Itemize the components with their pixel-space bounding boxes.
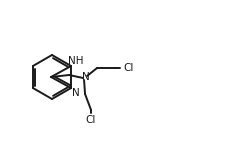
Text: Cl: Cl: [86, 115, 96, 125]
Text: N: N: [72, 88, 80, 98]
Text: Cl: Cl: [123, 63, 134, 73]
Text: N: N: [82, 72, 90, 82]
Text: NH: NH: [68, 56, 84, 66]
